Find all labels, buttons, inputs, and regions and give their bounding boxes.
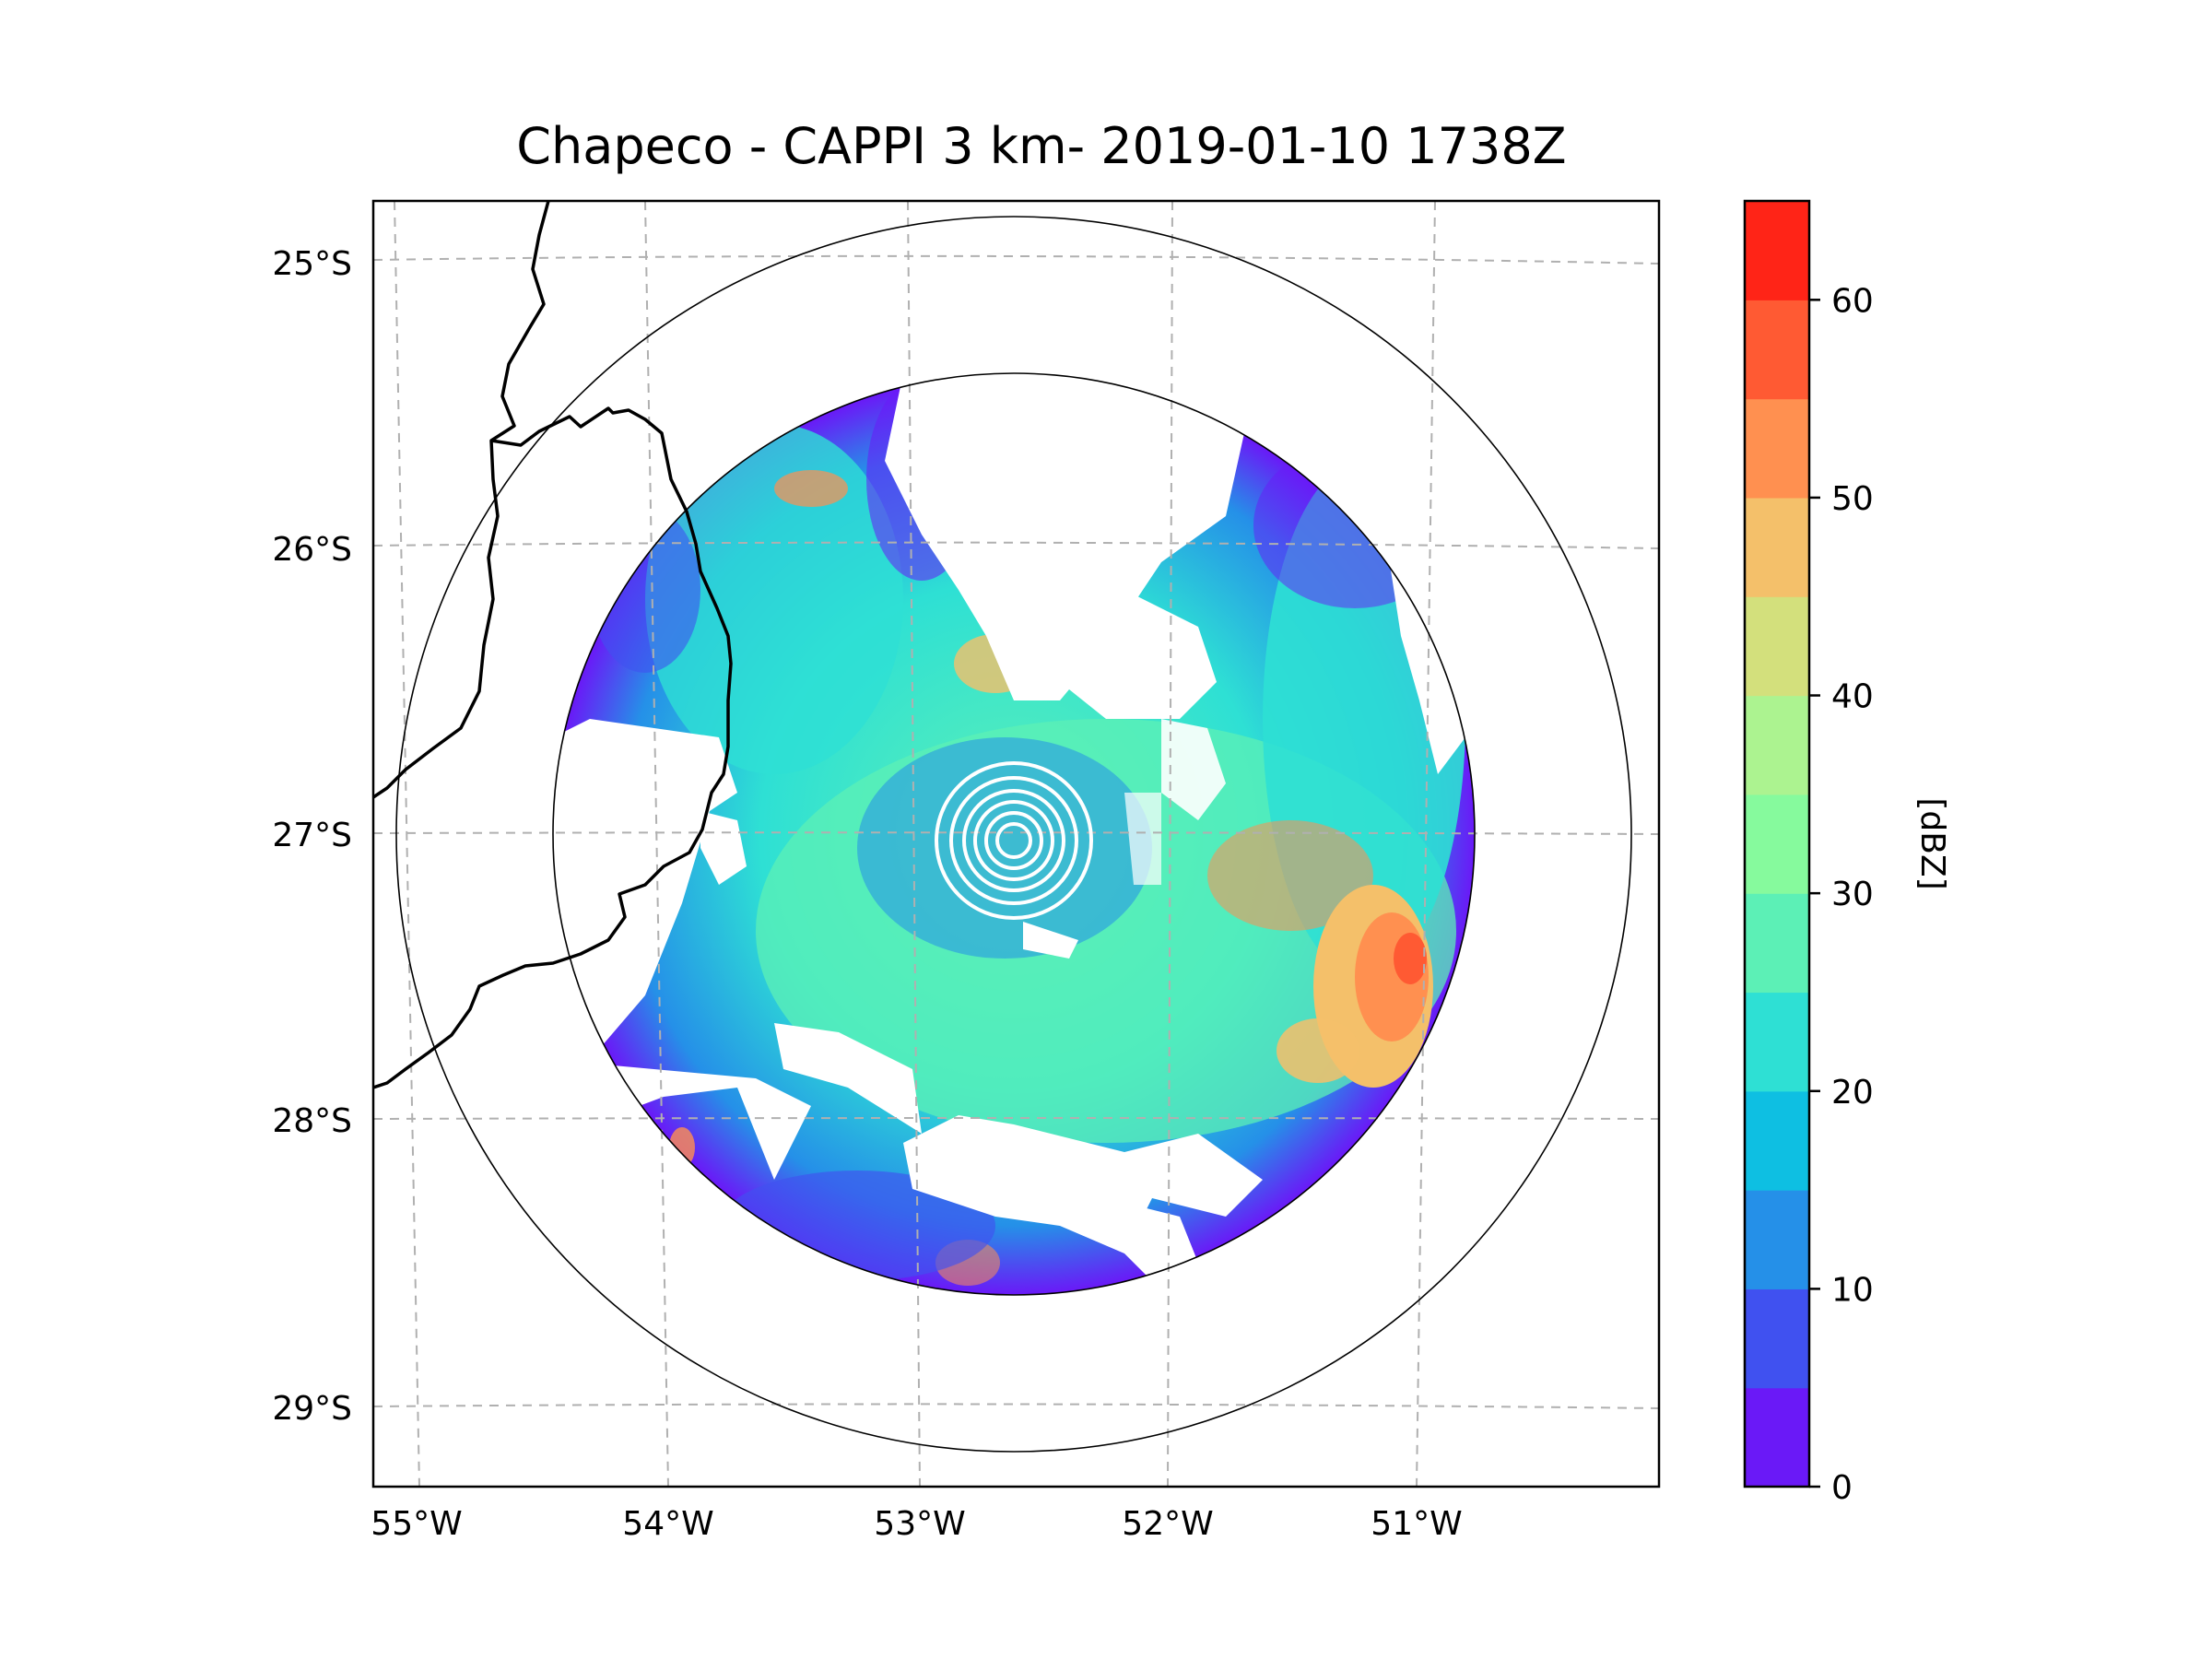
lat-label-25s: 25°S <box>272 245 352 283</box>
colorbar: 0 10 20 30 40 50 60 [dBZ] <box>1743 199 1951 1507</box>
chart-title: Chapeco - CAPPI 3 km- 2019-01-10 1738Z <box>516 117 1567 175</box>
lon-label-52w: 52°W <box>1122 1505 1213 1543</box>
longitude-labels: 55°W 54°W 53°W 52°W 51°W <box>371 1505 1462 1543</box>
colorbar-segment <box>1745 893 1809 994</box>
colorbar-frame <box>1743 199 1811 1488</box>
range-rings <box>395 216 1632 1453</box>
colorbar-tick-label: 40 <box>1831 678 1874 716</box>
colorbar-segment <box>1745 300 1809 400</box>
radar-echo-field <box>553 373 1475 1295</box>
graticule <box>373 201 1659 1487</box>
colorbar-segment <box>1745 1288 1809 1389</box>
colorbar-tick-label: 10 <box>1831 1271 1874 1309</box>
lon-label-54w: 54°W <box>622 1505 713 1543</box>
lon-label-55w: 55°W <box>371 1505 462 1543</box>
map-plot-area <box>373 201 1659 1487</box>
colorbar-segment <box>1745 398 1809 499</box>
colorbar-tick-label: 0 <box>1831 1469 1853 1507</box>
colorbar-tick-label: 60 <box>1831 282 1874 320</box>
colorbar-segment <box>1745 596 1809 697</box>
colorbar-label: [dBZ] <box>1913 797 1951 889</box>
colorbar-segment <box>1745 497 1809 597</box>
lat-label-29s: 29°S <box>272 1390 352 1428</box>
colorbar-segment <box>1745 695 1809 795</box>
colorbar-segment <box>1745 1387 1809 1488</box>
lat-label-26s: 26°S <box>272 531 352 569</box>
colorbar-segment <box>1745 992 1809 1092</box>
colorbar-segment <box>1745 794 1809 894</box>
colorbar-segment <box>1745 1190 1809 1289</box>
radar-site-rings <box>935 761 1093 920</box>
colorbar-tick-label: 50 <box>1831 480 1874 518</box>
lon-label-53w: 53°W <box>874 1505 965 1543</box>
lon-label-51w: 51°W <box>1371 1505 1462 1543</box>
colorbar-tick-label: 20 <box>1831 1074 1874 1112</box>
colorbar-tick-label: 30 <box>1831 876 1874 913</box>
lat-label-27s: 27°S <box>272 817 352 854</box>
colorbar-segment <box>1745 201 1809 300</box>
plot-frame <box>371 199 1661 1488</box>
lat-label-28s: 28°S <box>272 1102 352 1140</box>
colorbar-segment <box>1745 1090 1809 1191</box>
latitude-labels: 25°S 26°S 27°S 28°S 29°S <box>272 245 352 1428</box>
